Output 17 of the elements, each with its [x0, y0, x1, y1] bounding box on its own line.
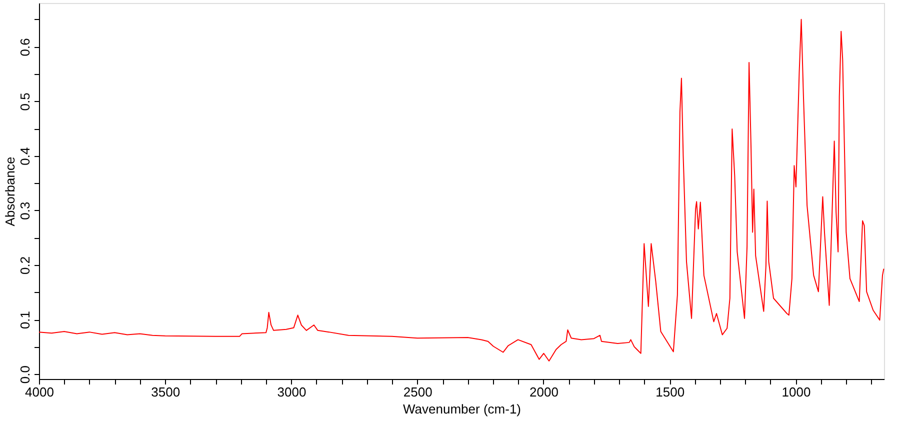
- y-tick-label: 0.5: [18, 92, 32, 111]
- x-tick-label: 3000: [277, 384, 306, 400]
- x-tick-label: 2500: [403, 384, 432, 400]
- x-tick-label: 2000: [530, 384, 558, 400]
- y-tick-label: 0.0: [18, 366, 32, 384]
- x-tick-label: 1000: [782, 384, 811, 400]
- y-tick-label: 0.2: [18, 256, 32, 274]
- x-tick-label: 3500: [151, 384, 180, 400]
- x-tick-label: 4000: [25, 384, 54, 400]
- y-tick-label: 0.3: [18, 202, 32, 220]
- x-tick-label: 1500: [656, 384, 685, 400]
- y-tick-label: 0.6: [18, 38, 32, 56]
- y-tick-label: 0.4: [18, 147, 32, 166]
- y-tick-label: 0.1: [18, 310, 32, 330]
- x-axis-title: Wavenumber (cm-1): [403, 402, 521, 416]
- line-series: [38, 18, 884, 362]
- y-axis-title: Absorbance: [2, 156, 18, 226]
